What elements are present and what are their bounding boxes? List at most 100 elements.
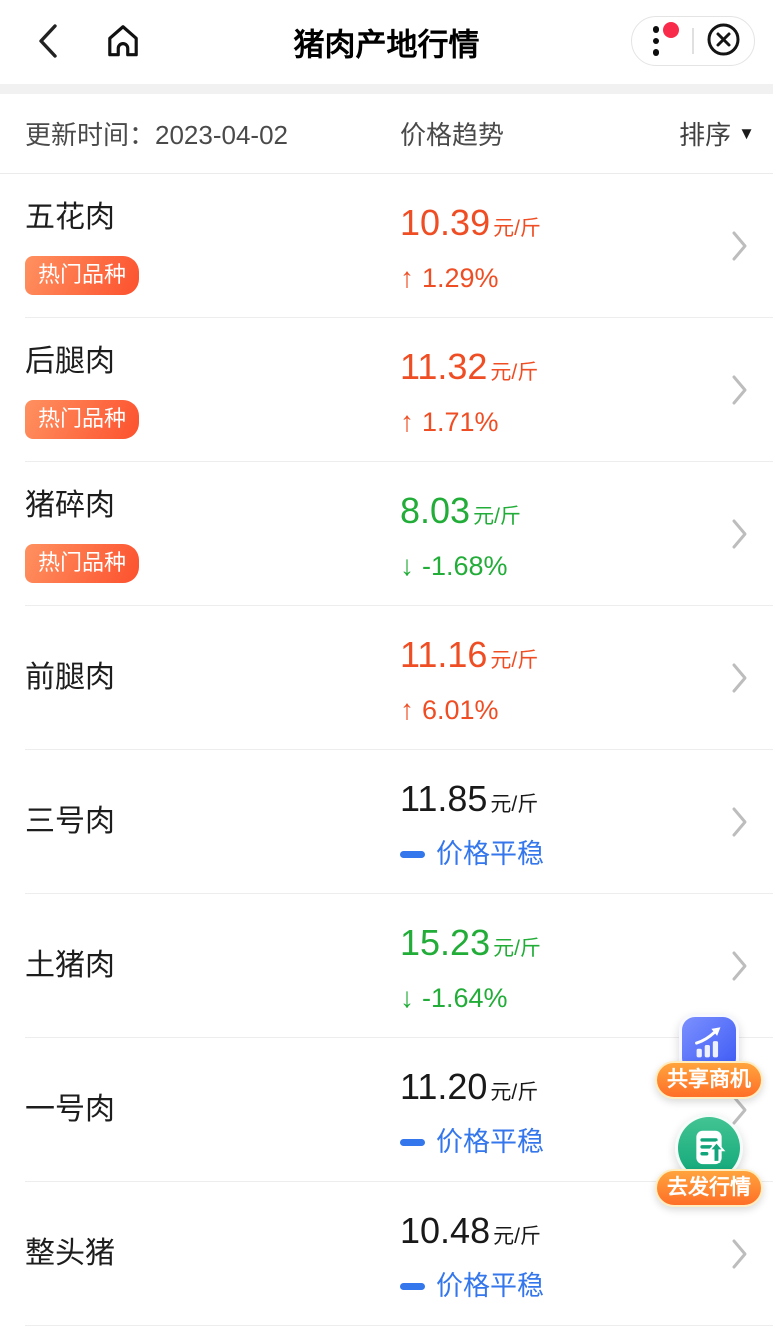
trend: ↓-1.64% 价格平稳 [400, 982, 731, 1014]
post-quote-label: 去发行情 [655, 1169, 763, 1207]
chevron-right-icon [731, 806, 749, 838]
price-value: 11.16 [400, 634, 488, 675]
close-circle-icon [705, 21, 742, 61]
price: 11.16 元/斤 [400, 634, 731, 682]
trend-percent: 6.01% [422, 695, 499, 725]
trend: 价格平稳 [400, 1126, 731, 1158]
trend-column-header: 价格趋势 [400, 120, 505, 150]
product-name: 整头猪 [25, 1237, 115, 1270]
page-title: 猪肉产地行情 [293, 27, 480, 63]
update-time: 更新时间：2023-04-02 [25, 115, 288, 152]
price-value: 11.20 [400, 1066, 488, 1107]
list-item[interactable]: 后腿肉 热门品种 11.32元/斤 ↑1.71% 价格平稳 [0, 318, 773, 462]
chevron-right-icon [731, 950, 749, 982]
price: 10.39 元/斤 [400, 202, 731, 250]
price: 11.32 元/斤 [400, 346, 731, 394]
hot-badge: 热门品种 [25, 256, 140, 295]
stable-label: 价格平稳 [436, 839, 544, 869]
price-unit: 元/斤 [493, 937, 541, 960]
chevron-right-icon [731, 374, 749, 406]
stable-label: 价格平稳 [436, 1127, 544, 1157]
list-item[interactable]: 一号肉 11.20 元/斤 价格平稳 [0, 1038, 773, 1182]
post-quote-fab[interactable]: 去发行情 [655, 1114, 763, 1207]
list-toolbar: 更新时间：2023-04-02 价格趋势 排序 ▼ [0, 94, 773, 174]
trend-arrow-icon: ↓ [400, 550, 414, 581]
list-item[interactable]: 五花肉 热门品种 10.39元/斤 ↑1.29% 价格平稳 [0, 174, 773, 318]
trend: ↑1.71% 价格平稳 [400, 406, 731, 438]
price-unit: 元/斤 [493, 217, 541, 240]
share-business-label: 共享商机 [655, 1061, 763, 1099]
trend-arrow-icon: ↑ [400, 262, 414, 293]
capsule-divider [692, 28, 694, 54]
home-button[interactable] [104, 22, 142, 63]
header-bar: 猪肉产地行情 [0, 0, 773, 84]
close-button[interactable] [694, 17, 754, 65]
back-button[interactable] [36, 22, 60, 63]
share-business-fab[interactable]: 共享商机 [655, 1014, 763, 1099]
trend: ↓-1.68% 价格平稳 [400, 550, 731, 582]
chevron-right-icon [731, 230, 749, 262]
stable-dash-icon [400, 850, 425, 858]
price-unit: 元/斤 [490, 361, 539, 384]
price: 10.48 元/斤 [400, 1210, 731, 1258]
list-item[interactable]: 三号肉 11.85 元/斤 价格平稳 [0, 750, 773, 894]
price-value: 10.39 [400, 202, 491, 243]
trend-percent: -1.64% [422, 983, 508, 1013]
list-item[interactable]: 整头猪 10.48 元/斤 价格平稳 [0, 1182, 773, 1326]
product-name: 猪碎肉 [25, 489, 115, 522]
capsule-menu [631, 16, 755, 66]
list-item[interactable]: 猪碎肉 热门品种 8.03元/斤 ↓-1.68% 价格平稳 [0, 462, 773, 606]
header-separator-strip [0, 84, 773, 94]
product-name: 五花肉 [25, 201, 115, 234]
trend: 价格平稳 [400, 838, 731, 870]
sort-label: 排序 [679, 120, 732, 150]
price-value: 8.03 [400, 490, 471, 531]
trend-percent: 1.71% [422, 407, 499, 437]
price: 11.85 元/斤 [400, 778, 731, 826]
trend-arrow-icon: ↑ [400, 694, 414, 725]
hot-badge: 热门品种 [25, 544, 140, 583]
trend-arrow-icon: ↓ [400, 982, 414, 1013]
price-unit: 元/斤 [490, 649, 539, 672]
update-time-value: 2023-04-02 [155, 120, 289, 150]
price-list: 五花肉 热门品种 10.39元/斤 ↑1.29% 价格平稳 后腿肉 热门品种 1… [0, 174, 773, 1326]
hot-badge: 热门品种 [25, 400, 140, 439]
chevron-right-icon [731, 662, 749, 694]
price: 15.23 元/斤 [400, 922, 731, 970]
price: 8.03 元/斤 [400, 490, 731, 538]
more-menu-button[interactable] [632, 17, 692, 65]
home-icon [104, 22, 142, 63]
price-value: 15.23 [400, 922, 491, 963]
trend: 价格平稳 [400, 1270, 731, 1302]
trend-arrow-icon: ↑ [400, 406, 414, 437]
product-name: 一号肉 [25, 1093, 115, 1126]
price-unit: 元/斤 [493, 1225, 541, 1248]
list-item[interactable]: 前腿肉 11.16元/斤 ↑6.01% 价格平稳 [0, 606, 773, 750]
chevron-left-icon [36, 22, 60, 63]
price-unit: 元/斤 [473, 505, 521, 528]
stable-dash-icon [400, 1138, 425, 1146]
price: 11.20 元/斤 [400, 1066, 731, 1114]
sort-button[interactable]: 排序 ▼ [679, 115, 755, 152]
price-value: 10.48 [400, 1210, 491, 1251]
price-unit: 元/斤 [490, 793, 539, 816]
stable-label: 价格平稳 [436, 1271, 544, 1301]
three-dots-vertical-icon [652, 26, 660, 56]
stable-dash-icon [400, 1282, 425, 1290]
caret-down-icon: ▼ [738, 123, 755, 143]
price-unit: 元/斤 [490, 1081, 539, 1104]
price-value: 11.32 [400, 346, 488, 387]
product-name: 三号肉 [25, 805, 115, 838]
chevron-right-icon [731, 518, 749, 550]
product-name: 后腿肉 [25, 345, 115, 378]
chevron-right-icon [731, 1238, 749, 1270]
product-name: 前腿肉 [25, 661, 115, 694]
list-item[interactable]: 土猪肉 15.23元/斤 ↓-1.64% 价格平稳 [0, 894, 773, 1038]
product-name: 土猪肉 [25, 949, 115, 982]
trend: ↑6.01% 价格平稳 [400, 694, 731, 726]
chevron-right-icon [731, 1094, 749, 1126]
notification-dot [663, 22, 679, 38]
trend-percent: -1.68% [422, 551, 508, 581]
trend: ↑1.29% 价格平稳 [400, 262, 731, 294]
price-value: 11.85 [400, 778, 488, 819]
